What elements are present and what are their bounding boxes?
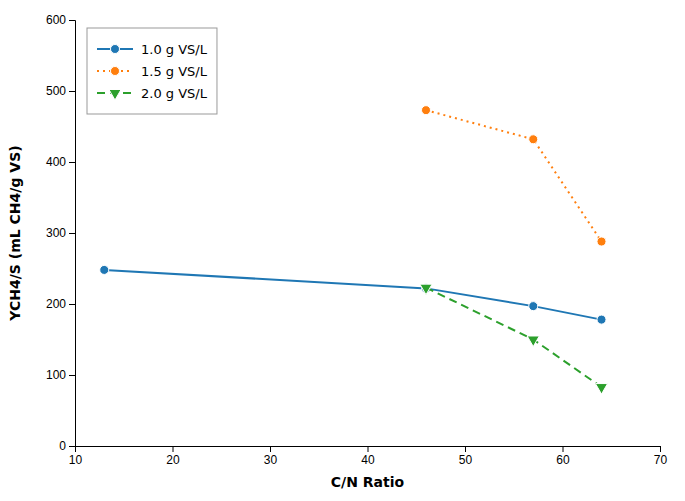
y-axis-tick-mark: [69, 233, 75, 234]
legend-item: 1.0 g VS/L: [97, 42, 208, 57]
x-axis-tick-label: 30: [264, 453, 278, 467]
legend-label: 1.0 g VS/L: [141, 42, 208, 57]
x-axis-tick-mark: [660, 446, 661, 452]
x-axis-tick-label: 60: [556, 453, 570, 467]
data-point: [100, 265, 109, 274]
y-axis-title: YCH4/S (mL CH4/g VS): [7, 145, 23, 321]
chart: 10 20 30 40 50 60 70 0 100 200 300 400 500 600 1.0 g V…: [0, 0, 685, 501]
plot-area: 10 20 30 40 50 60 70 0 100 200 300 400 500 600 1.0 g V…: [46, 13, 668, 466]
x-axis-tick-label: 40: [361, 453, 375, 467]
x-axis-title: C/N Ratio: [331, 474, 405, 490]
y-axis-tick-label: 400: [46, 155, 66, 169]
y-axis: 0 100 200 300 400 500 600: [46, 13, 76, 453]
y-axis-tick-label: 0: [59, 439, 66, 453]
legend: 1.0 g VS/L 1.5 g VS/L 2.0 g VS/L: [87, 28, 217, 114]
series-line: [426, 288, 602, 387]
x-axis-tick-label: 70: [654, 453, 668, 467]
y-axis-tick-mark: [69, 162, 75, 163]
x-axis-tick: 60: [556, 446, 570, 467]
y-axis-tick: 200: [46, 297, 75, 311]
x-axis-tick-mark: [368, 446, 369, 452]
y-axis-line: [69, 21, 76, 447]
y-axis-tick: 300: [46, 226, 75, 240]
data-point: [529, 135, 538, 144]
y-axis-tick-mark: [69, 91, 75, 92]
x-axis-line: [76, 447, 661, 453]
legend-item: 1.5 g VS/L: [97, 64, 208, 79]
x-axis-tick-label: 20: [166, 453, 180, 467]
legend-label: 1.5 g VS/L: [141, 64, 208, 79]
x-axis-tick-label: 50: [459, 453, 473, 467]
y-axis-tick: 100: [46, 368, 75, 382]
x-axis-tick-mark: [270, 446, 271, 452]
x-axis-tick: 40: [361, 446, 375, 467]
data-point: [421, 106, 430, 115]
y-axis-tick: 400: [46, 155, 75, 169]
legend-label: 2.0 g VS/L: [141, 86, 208, 101]
legend-swatch-marker: [109, 89, 121, 100]
series-line: [426, 110, 602, 241]
data-point: [527, 336, 539, 347]
y-axis-tick-mark: [69, 20, 75, 21]
x-axis-tick: 70: [654, 446, 668, 467]
y-axis-tick: 500: [46, 84, 75, 98]
x-axis-tick-label: 10: [69, 453, 83, 467]
data-point: [597, 237, 606, 246]
y-axis-tick: 600: [46, 13, 75, 27]
x-axis-tick: 30: [264, 446, 278, 467]
x-axis: 10 20 30 40 50 60 70: [69, 446, 668, 467]
x-axis-tick-mark: [173, 446, 174, 452]
y-axis-tick-label: 300: [46, 226, 66, 240]
series-line: [104, 270, 601, 320]
y-axis-tick-label: 600: [46, 13, 66, 27]
data-point: [420, 284, 432, 295]
marks: [100, 106, 608, 394]
y-axis-tick-mark: [69, 446, 75, 447]
x-axis-tick: 50: [459, 446, 473, 467]
x-axis-tick-mark: [465, 446, 466, 452]
legend-item: 2.0 g VS/L: [97, 86, 208, 101]
y-axis-tick: 0: [59, 439, 75, 453]
legend-frame: [87, 28, 217, 114]
x-axis-tick: 20: [166, 446, 180, 467]
y-axis-tick-label: 200: [46, 297, 66, 311]
y-axis-tick-mark: [69, 375, 75, 376]
y-axis-tick-label: 500: [46, 84, 66, 98]
y-axis-tick-mark: [69, 304, 75, 305]
x-axis-tick: 10: [69, 446, 83, 467]
legend-swatch-marker: [110, 66, 119, 75]
y-axis-tick-label: 100: [46, 368, 66, 382]
legend-swatch-marker: [110, 44, 119, 53]
data-point: [595, 384, 607, 395]
x-axis-tick-mark: [563, 446, 564, 452]
data-point: [597, 315, 606, 324]
data-point: [529, 302, 538, 311]
